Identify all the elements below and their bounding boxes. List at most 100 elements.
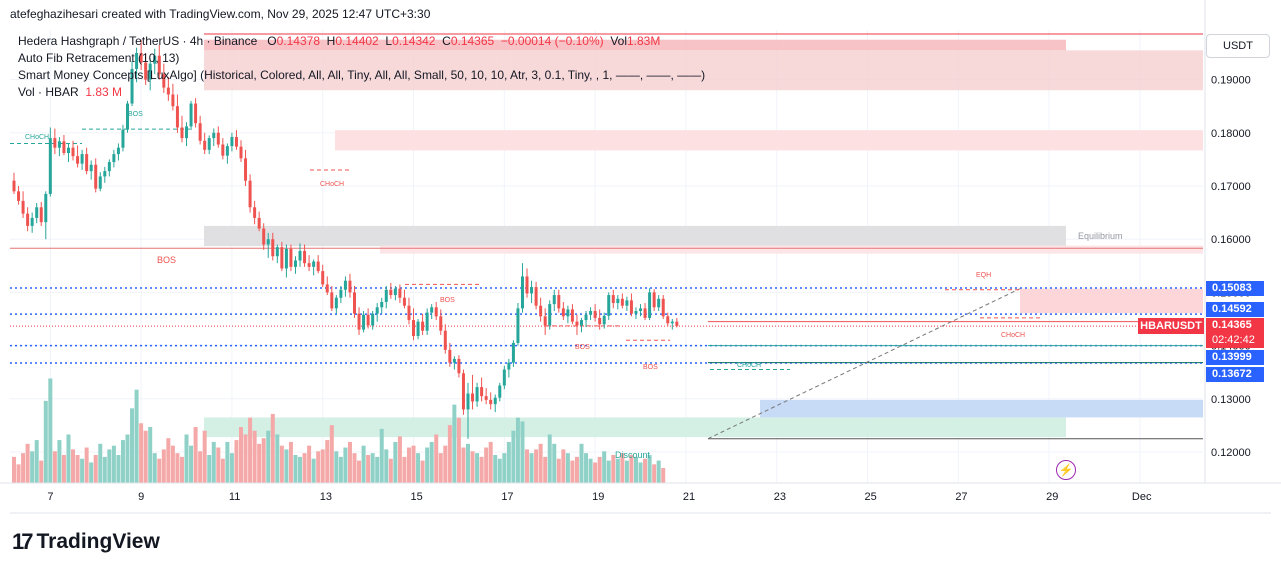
candle-body[interactable] bbox=[353, 292, 356, 314]
candle-body[interactable] bbox=[162, 74, 166, 88]
candle-body[interactable] bbox=[616, 298, 620, 304]
candle-body[interactable] bbox=[126, 103, 129, 130]
candle-body[interactable] bbox=[580, 320, 583, 326]
candle-body[interactable] bbox=[135, 53, 139, 69]
candle-body[interactable] bbox=[225, 146, 229, 156]
candle-body[interactable] bbox=[339, 289, 343, 298]
candle-body[interactable] bbox=[566, 309, 570, 317]
candle-body[interactable] bbox=[466, 393, 470, 410]
candle-body[interactable] bbox=[593, 311, 597, 318]
candle-body[interactable] bbox=[80, 154, 84, 164]
candle-body[interactable] bbox=[103, 171, 107, 177]
candle-body[interactable] bbox=[480, 387, 484, 397]
candle-body[interactable] bbox=[257, 217, 261, 229]
legend-fib-indicator[interactable]: Auto Fib Retracement (10, 13) bbox=[18, 51, 180, 65]
candle-body[interactable] bbox=[484, 396, 488, 400]
candle-body[interactable] bbox=[652, 292, 656, 308]
candle-body[interactable] bbox=[62, 141, 66, 154]
candle-body[interactable] bbox=[561, 308, 565, 317]
candle-body[interactable] bbox=[130, 68, 134, 104]
candle-body[interactable] bbox=[439, 316, 443, 331]
candle-body[interactable] bbox=[289, 248, 293, 267]
candle-body[interactable] bbox=[148, 63, 152, 80]
candle-body[interactable] bbox=[262, 228, 266, 245]
candle-body[interactable] bbox=[598, 317, 602, 325]
candle-body[interactable] bbox=[266, 239, 270, 245]
candle-body[interactable] bbox=[212, 132, 216, 139]
candle-body[interactable] bbox=[112, 154, 116, 163]
candle-body[interactable] bbox=[153, 55, 157, 64]
candle-body[interactable] bbox=[12, 180, 16, 192]
candle-body[interactable] bbox=[543, 316, 547, 326]
candle-body[interactable] bbox=[661, 298, 665, 317]
candle-body[interactable] bbox=[85, 154, 89, 172]
candle-body[interactable] bbox=[520, 276, 524, 309]
legend-volume-row[interactable]: Vol · HBAR 1.83 M bbox=[18, 85, 122, 99]
candle-body[interactable] bbox=[17, 191, 21, 201]
candle-body[interactable] bbox=[657, 298, 661, 308]
candle-body[interactable] bbox=[389, 289, 393, 296]
candle-body[interactable] bbox=[634, 311, 638, 314]
candle-body[interactable] bbox=[448, 349, 452, 363]
candle-body[interactable] bbox=[461, 373, 465, 410]
candle-body[interactable] bbox=[234, 137, 238, 147]
candle-body[interactable] bbox=[648, 292, 652, 318]
candle-body[interactable] bbox=[185, 126, 189, 139]
candle-body[interactable] bbox=[244, 158, 248, 181]
candle-body[interactable] bbox=[48, 138, 52, 194]
candle-body[interactable] bbox=[502, 369, 506, 386]
candle-body[interactable] bbox=[643, 308, 647, 318]
legend-symbol[interactable]: Hedera Hashgraph / TetherUS · 4h · Binan… bbox=[18, 34, 258, 48]
candle-body[interactable] bbox=[534, 287, 538, 306]
candle-body[interactable] bbox=[384, 289, 388, 302]
candle-body[interactable] bbox=[639, 308, 643, 312]
candle-body[interactable] bbox=[620, 298, 624, 306]
candle-body[interactable] bbox=[557, 295, 561, 309]
candle-body[interactable] bbox=[71, 147, 75, 157]
tradingview-logo[interactable]: 17 TradingView bbox=[12, 529, 160, 555]
candle-body[interactable] bbox=[280, 247, 284, 269]
candle-body[interactable] bbox=[239, 146, 243, 159]
legend-smc-indicator[interactable]: Smart Money Concepts [LuxAlgo] (Historic… bbox=[18, 68, 706, 82]
candle-body[interactable] bbox=[66, 147, 70, 154]
candle-body[interactable] bbox=[675, 321, 679, 326]
candle-body[interactable] bbox=[343, 280, 347, 290]
candle-body[interactable] bbox=[575, 321, 579, 326]
candle-body[interactable] bbox=[35, 207, 39, 218]
candle-body[interactable] bbox=[398, 288, 402, 298]
candle-body[interactable] bbox=[625, 300, 629, 306]
candle-body[interactable] bbox=[511, 342, 515, 363]
candle-body[interactable] bbox=[489, 399, 493, 405]
candle-body[interactable] bbox=[307, 263, 311, 267]
candle-body[interactable] bbox=[412, 320, 416, 337]
candle-body[interactable] bbox=[221, 144, 225, 156]
candle-body[interactable] bbox=[498, 385, 502, 398]
candle-body[interactable] bbox=[98, 176, 102, 189]
candle-body[interactable] bbox=[507, 362, 511, 370]
candle-body[interactable] bbox=[166, 87, 170, 95]
candle-body[interactable] bbox=[375, 307, 379, 314]
candle-body[interactable] bbox=[298, 250, 302, 261]
candle-body[interactable] bbox=[421, 321, 425, 331]
candle-body[interactable] bbox=[416, 321, 420, 337]
candle-body[interactable] bbox=[371, 313, 375, 326]
candle-body[interactable] bbox=[189, 103, 193, 127]
candle-body[interactable] bbox=[139, 53, 143, 63]
candle-body[interactable] bbox=[457, 358, 461, 374]
candle-body[interactable] bbox=[670, 321, 674, 324]
candle-body[interactable] bbox=[452, 358, 456, 363]
candle-body[interactable] bbox=[589, 311, 593, 315]
candle-body[interactable] bbox=[330, 292, 334, 309]
candle-body[interactable] bbox=[393, 288, 397, 296]
candle-body[interactable] bbox=[21, 200, 25, 214]
candle-body[interactable] bbox=[525, 276, 529, 294]
lightning-icon[interactable]: ⚡ bbox=[1056, 460, 1076, 480]
candle-body[interactable] bbox=[107, 162, 111, 172]
candle-body[interactable] bbox=[548, 304, 552, 326]
candle-body[interactable] bbox=[180, 127, 184, 139]
candle-body[interactable] bbox=[430, 307, 434, 313]
candle-body[interactable] bbox=[207, 138, 211, 150]
candle-body[interactable] bbox=[76, 156, 80, 164]
candle-body[interactable] bbox=[275, 247, 279, 257]
candle-body[interactable] bbox=[175, 106, 179, 128]
